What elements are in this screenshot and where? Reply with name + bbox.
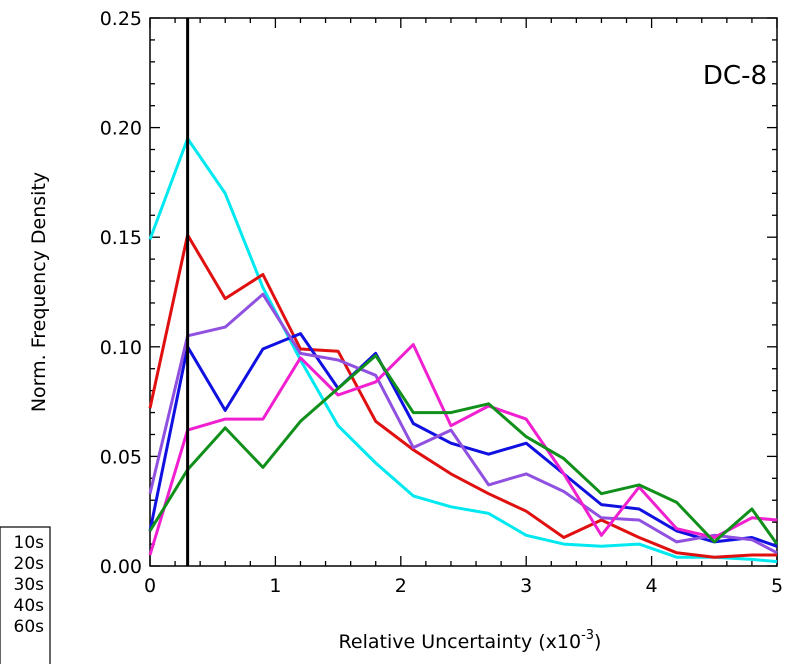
series-lines <box>148 137 779 564</box>
legend-entry: 40s <box>14 596 45 616</box>
x-axis-title-main: Relative Uncertainty (x10 <box>339 631 582 653</box>
plot-frame <box>149 17 778 567</box>
y-tick-label: 0.05 <box>100 446 142 468</box>
legend-entry: 10s <box>14 533 45 553</box>
legend-entry: 30s <box>14 575 45 595</box>
x-tick-label: 1 <box>269 575 281 597</box>
y-tick-label: 0.25 <box>100 8 142 30</box>
legend-entry: 20s <box>14 554 45 574</box>
series-line-10s <box>148 137 778 564</box>
series-line-30s <box>148 332 778 548</box>
y-tick-label: 0.15 <box>100 227 142 249</box>
x-axis-title: Relative Uncertainty (x10-3) <box>339 628 602 653</box>
x-tick-label: 2 <box>395 575 407 597</box>
series-line-series-6 <box>148 354 779 545</box>
series-line-60s <box>148 343 778 556</box>
tick-labels: 0 1 2 3 4 5 0.00 0.05 0.10 0.15 0.20 0.25 <box>100 8 783 597</box>
series-line-40s <box>148 292 778 555</box>
x-tick-label: 0 <box>144 575 156 597</box>
x-axis-title-suffix: ) <box>594 631 601 653</box>
plot-label: DC-8 <box>703 61 767 91</box>
y-tick-label: 0.00 <box>100 556 142 578</box>
x-tick-label: 4 <box>646 575 658 597</box>
series-line-20s <box>148 233 777 559</box>
axis-ticks <box>149 17 778 567</box>
x-axis-title-exponent: -3 <box>581 628 594 643</box>
x-tick-label: 3 <box>520 575 532 597</box>
legend-entry: 60s <box>14 617 45 637</box>
y-axis-title: Norm. Frequency Density <box>28 172 50 412</box>
legend-box <box>0 526 51 664</box>
x-tick-label: 5 <box>771 575 783 597</box>
y-tick-label: 0.20 <box>100 118 142 140</box>
y-tick-label: 0.10 <box>100 337 142 359</box>
